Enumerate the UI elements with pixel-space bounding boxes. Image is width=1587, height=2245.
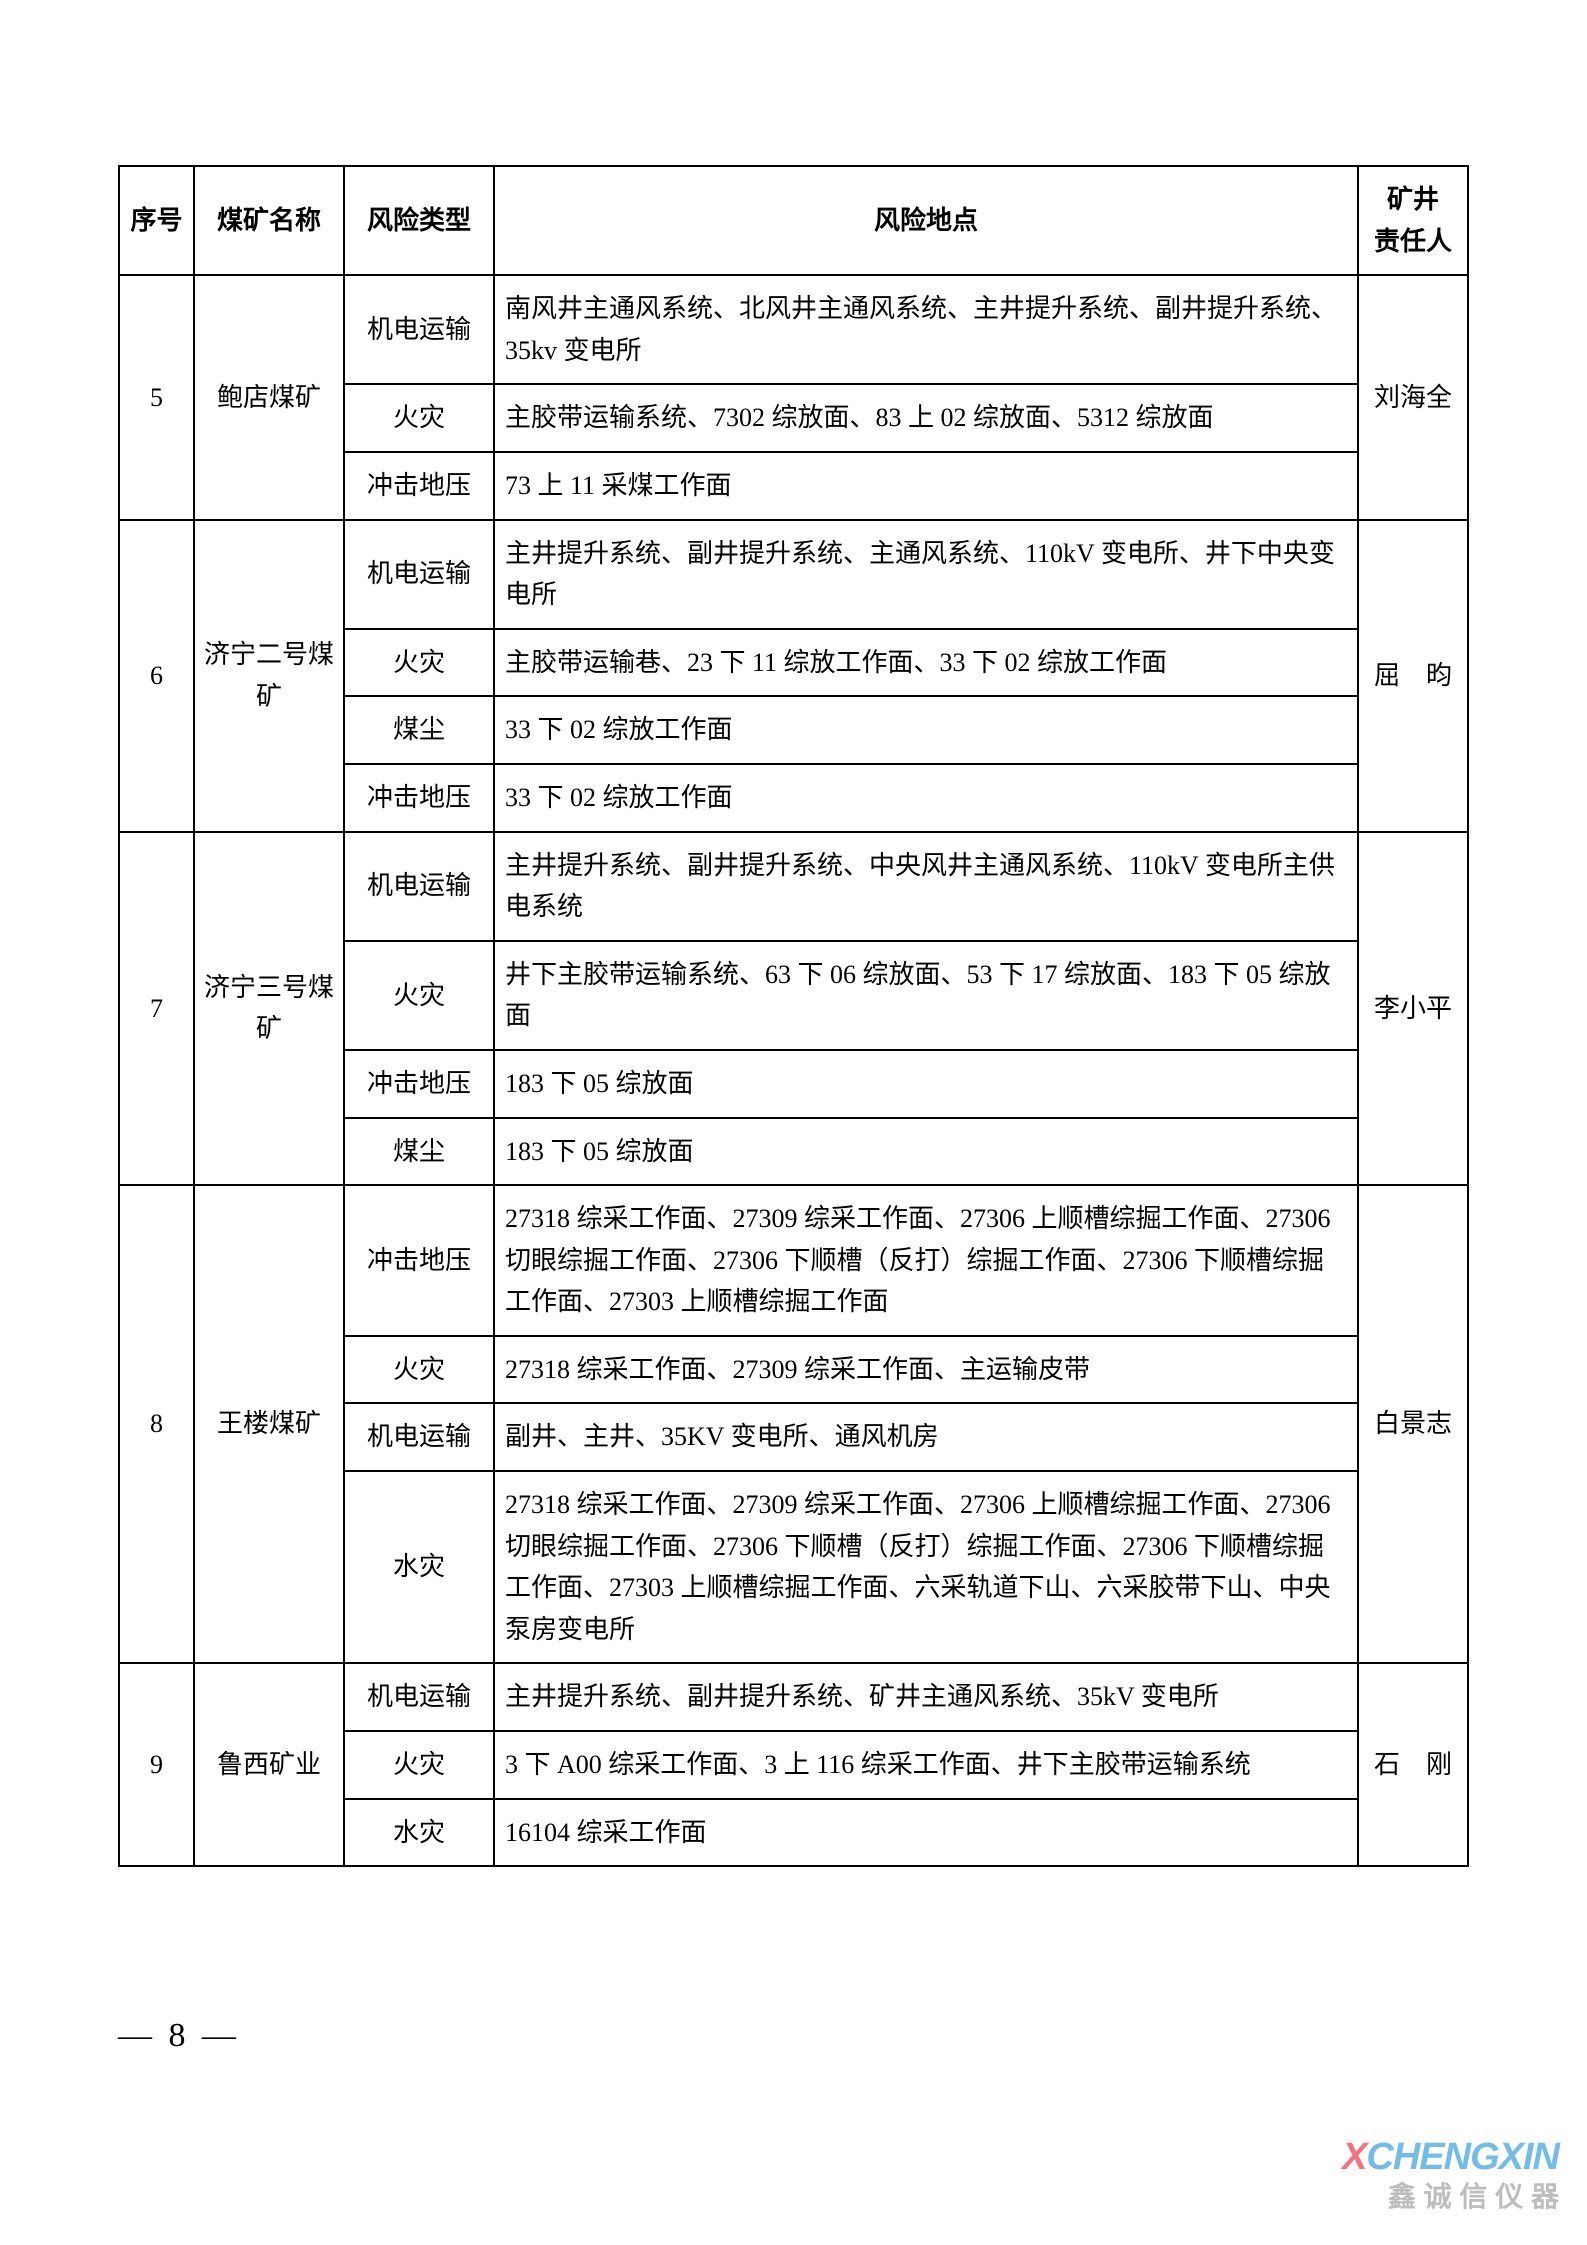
cell-risk-type: 水灾 (344, 1799, 494, 1867)
cell-risk-type: 冲击地压 (344, 764, 494, 832)
cell-mine: 王楼煤矿 (194, 1185, 344, 1663)
cell-seq: 8 (119, 1185, 194, 1663)
cell-risk-type: 水灾 (344, 1471, 494, 1663)
cell-risk-loc: 73 上 11 采煤工作面 (494, 452, 1358, 520)
cell-risk-type: 机电运输 (344, 520, 494, 629)
header-seq: 序号 (119, 166, 194, 275)
cell-person: 刘海全 (1358, 275, 1468, 519)
risk-table: 序号 煤矿名称 风险类型 风险地点 矿井责任人 5鲍店煤矿机电运输南风井主通风系… (118, 165, 1469, 1867)
cell-risk-type: 煤尘 (344, 696, 494, 764)
cell-person: 屈 昀 (1358, 520, 1468, 832)
cell-risk-loc: 183 下 05 综放面 (494, 1050, 1358, 1118)
header-person-text: 矿井责任人 (1374, 185, 1452, 256)
cell-risk-type: 机电运输 (344, 1663, 494, 1731)
table-row: 5鲍店煤矿机电运输南风井主通风系统、北风井主通风系统、主井提升系统、副井提升系统… (119, 275, 1468, 384)
cell-person: 白景志 (1358, 1185, 1468, 1663)
cell-risk-loc: 33 下 02 综放工作面 (494, 764, 1358, 832)
page-number: — 8 — (118, 2017, 240, 2055)
table-header: 序号 煤矿名称 风险类型 风险地点 矿井责任人 (119, 166, 1468, 275)
cell-person: 石 刚 (1358, 1663, 1468, 1866)
cell-risk-loc: 16104 综采工作面 (494, 1799, 1358, 1867)
cell-risk-loc: 33 下 02 综放工作面 (494, 696, 1358, 764)
cell-risk-type: 机电运输 (344, 832, 494, 941)
cell-person: 李小平 (1358, 832, 1468, 1186)
cell-risk-loc: 南风井主通风系统、北风井主通风系统、主井提升系统、副井提升系统、35kv 变电所 (494, 275, 1358, 384)
cell-risk-type: 火灾 (344, 629, 494, 697)
cell-risk-type: 火灾 (344, 1731, 494, 1799)
cell-risk-type: 机电运输 (344, 1403, 494, 1471)
watermark-brand: CHENGXIN (1366, 2136, 1559, 2178)
cell-mine: 济宁二号煤矿 (194, 520, 344, 832)
cell-risk-loc: 3 下 A00 综采工作面、3 上 116 综采工作面、井下主胶带运输系统 (494, 1731, 1358, 1799)
cell-risk-type: 火灾 (344, 1336, 494, 1404)
cell-mine: 鲍店煤矿 (194, 275, 344, 519)
table-row: 6济宁二号煤矿机电运输主井提升系统、副井提升系统、主通风系统、110kV 变电所… (119, 520, 1468, 629)
header-risk-type: 风险类型 (344, 166, 494, 275)
cell-risk-loc: 主井提升系统、副井提升系统、矿井主通风系统、35kV 变电所 (494, 1663, 1358, 1731)
watermark: XCHENGXIN 鑫 诚 信 仪 器 (1342, 2136, 1559, 2215)
cell-risk-type: 冲击地压 (344, 452, 494, 520)
cell-seq: 9 (119, 1663, 194, 1866)
watermark-subtitle: 鑫 诚 信 仪 器 (1342, 2175, 1559, 2215)
cell-risk-type: 火灾 (344, 384, 494, 452)
cell-risk-loc: 27318 综采工作面、27309 综采工作面、主运输皮带 (494, 1336, 1358, 1404)
cell-risk-loc: 主胶带运输系统、7302 综放面、83 上 02 综放面、5312 综放面 (494, 384, 1358, 452)
cell-mine: 鲁西矿业 (194, 1663, 344, 1866)
cell-seq: 7 (119, 832, 194, 1186)
cell-risk-type: 火灾 (344, 941, 494, 1050)
table-row: 9鲁西矿业机电运输主井提升系统、副井提升系统、矿井主通风系统、35kV 变电所石… (119, 1663, 1468, 1731)
cell-seq: 6 (119, 520, 194, 832)
cell-risk-loc: 主井提升系统、副井提升系统、主通风系统、110kV 变电所、井下中央变电所 (494, 520, 1358, 629)
cell-risk-type: 冲击地压 (344, 1050, 494, 1118)
cell-risk-loc: 27318 综采工作面、27309 综采工作面、27306 上顺槽综掘工作面、2… (494, 1185, 1358, 1336)
header-risk-loc: 风险地点 (494, 166, 1358, 275)
watermark-logo: XCHENGXIN (1342, 2136, 1559, 2179)
cell-risk-type: 机电运输 (344, 275, 494, 384)
table-row: 7济宁三号煤矿机电运输主井提升系统、副井提升系统、中央风井主通风系统、110kV… (119, 832, 1468, 941)
header-mine: 煤矿名称 (194, 166, 344, 275)
page-container: 序号 煤矿名称 风险类型 风险地点 矿井责任人 5鲍店煤矿机电运输南风井主通风系… (0, 0, 1587, 1867)
cell-risk-loc: 主胶带运输巷、23 下 11 综放工作面、33 下 02 综放工作面 (494, 629, 1358, 697)
cell-risk-type: 冲击地压 (344, 1185, 494, 1336)
cell-risk-loc: 183 下 05 综放面 (494, 1118, 1358, 1186)
header-person: 矿井责任人 (1358, 166, 1468, 275)
table-row: 8王楼煤矿冲击地压27318 综采工作面、27309 综采工作面、27306 上… (119, 1185, 1468, 1336)
cell-risk-type: 煤尘 (344, 1118, 494, 1186)
table-body: 5鲍店煤矿机电运输南风井主通风系统、北风井主通风系统、主井提升系统、副井提升系统… (119, 275, 1468, 1866)
cell-seq: 5 (119, 275, 194, 519)
watermark-x: X (1342, 2136, 1366, 2178)
header-row: 序号 煤矿名称 风险类型 风险地点 矿井责任人 (119, 166, 1468, 275)
cell-risk-loc: 井下主胶带运输系统、63 下 06 综放面、53 下 17 综放面、183 下 … (494, 941, 1358, 1050)
cell-risk-loc: 主井提升系统、副井提升系统、中央风井主通风系统、110kV 变电所主供电系统 (494, 832, 1358, 941)
cell-mine: 济宁三号煤矿 (194, 832, 344, 1186)
cell-risk-loc: 27318 综采工作面、27309 综采工作面、27306 上顺槽综掘工作面、2… (494, 1471, 1358, 1663)
cell-risk-loc: 副井、主井、35KV 变电所、通风机房 (494, 1403, 1358, 1471)
